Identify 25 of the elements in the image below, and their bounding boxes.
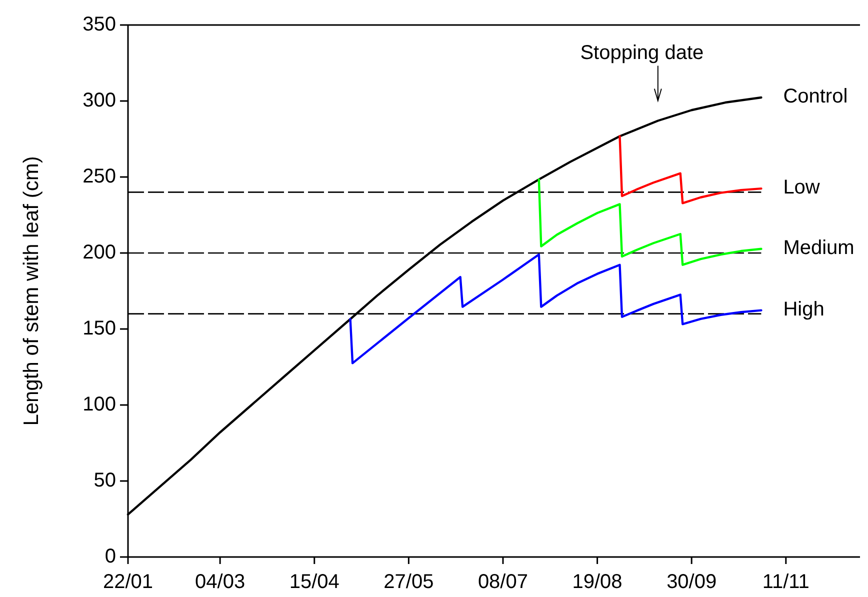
- annotation: Stopping date: [580, 42, 704, 64]
- y-tick-label: 300: [82, 89, 116, 112]
- series-label: Control: [783, 86, 848, 108]
- x-tick-label: 11/11: [762, 571, 810, 593]
- y-axis-title: Length of stem with leaf (cm): [20, 156, 43, 426]
- x-tick-label: 22/01: [102, 571, 154, 593]
- x-tick-label: 08/07: [478, 571, 528, 593]
- y-tick-label: 50: [94, 469, 116, 492]
- line-series: [349, 253, 762, 364]
- y-tick-label: 350: [82, 13, 116, 36]
- x-tick-label: 19/08: [572, 571, 622, 593]
- y-tick-label: 150: [82, 317, 116, 340]
- y-tick-label: 200: [82, 241, 116, 264]
- x-tick-label: 30/09: [666, 571, 717, 593]
- y-tick-label: 250: [82, 165, 116, 188]
- series-label: Medium: [783, 237, 854, 260]
- series-label: Low: [783, 176, 820, 199]
- line-series: [618, 135, 762, 204]
- y-tick-label: 0: [104, 545, 116, 568]
- y-tick-label: 100: [82, 393, 116, 416]
- x-tick-label: 15/04: [289, 571, 340, 593]
- line-series: [538, 178, 762, 266]
- x-tick-label: 04/03: [195, 571, 246, 593]
- series-label: High: [783, 298, 824, 321]
- x-tick-label: 27/05: [384, 571, 434, 593]
